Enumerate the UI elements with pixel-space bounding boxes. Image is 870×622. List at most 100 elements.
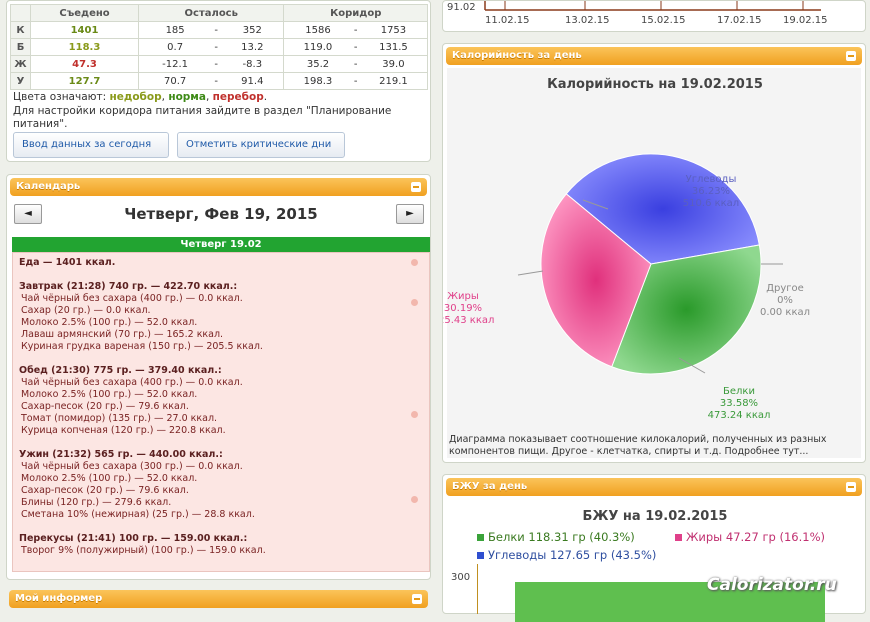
row-key: Ж — [10, 55, 31, 73]
watermark-text: Calorizator.ru — [707, 575, 837, 595]
bju-legend-text: Жиры 47.27 гр (16.1%) — [686, 530, 825, 544]
x-tick-label: 11.02.15 — [485, 15, 530, 26]
pie-label-other: 0% — [777, 295, 793, 306]
note-dot-icon[interactable] — [411, 411, 418, 418]
bju-legend-text: Углеводы 127.65 гр (43.5%) — [488, 548, 657, 562]
balance-row: У 127.7 70.7-91.4 198.3-219.1 — [10, 72, 428, 90]
meal-spacer — [19, 437, 423, 449]
row-corridor-min: 198.3 — [283, 72, 352, 90]
row-dash: - — [211, 21, 222, 39]
meal-title: Перекусы (21:41) 100 гр. — 159.00 ккал.: — [19, 533, 248, 544]
x-tick-label: 19.02.15 — [783, 15, 828, 26]
meal-item: Курица копченая (120 гр.) — 220.8 ккал. — [21, 425, 226, 436]
row-dash: - — [211, 72, 222, 90]
row-corridor-min: 1586 — [283, 21, 352, 39]
pie-slice-proteins[interactable] — [611, 244, 762, 375]
balance-panel: Съедено Осталось Коридор К 1401 185-352 158… — [6, 0, 431, 162]
legend-square-icon — [477, 534, 484, 541]
color-legend: Цвета означают: недобор, норма, перебор. — [13, 91, 267, 103]
note-dot-icon[interactable] — [411, 299, 418, 306]
x-tick-label: 17.02.15 — [717, 15, 762, 26]
meal-item: Чай чёрный без сахара (400 гр.) — 0.0 кк… — [21, 293, 243, 304]
note-dot-icon[interactable] — [411, 496, 418, 503]
meal-title: Завтрак (21:28) 740 гр. — 422.70 ккал.: — [19, 281, 238, 292]
weight-y-tick: 91.02 — [447, 2, 476, 13]
row-corridor-min: 35.2 — [283, 55, 352, 73]
bju-header[interactable]: БЖУ за день — [446, 478, 862, 496]
row-left-min: 70.7 — [138, 72, 212, 90]
row-key: Б — [10, 38, 31, 56]
x-tick-label: 13.02.15 — [565, 15, 610, 26]
meal-item: Сахар-песок (20 гр.) — 79.6 ккал. — [21, 485, 189, 496]
informer-header[interactable]: Мой информер — [9, 590, 428, 608]
pie-label-other: 0.00 ккал — [760, 307, 810, 318]
legend-prefix: Цвета означают: — [13, 91, 107, 103]
weight-x-ticks: 11.02.15 13.02.15 15.02.15 17.02.15 19.02.15 — [485, 1, 828, 26]
bju-axis — [477, 564, 478, 614]
bju-legend-carbs: Углеводы 127.65 гр (43.5%) — [477, 548, 656, 562]
calendar-date-title: Четверг, Фев 19, 2015 — [124, 205, 318, 223]
day-bar: Четверг 19.02 — [12, 237, 430, 252]
prev-day-button[interactable]: ◄ — [14, 204, 42, 224]
meal-item: Сахар (20 гр.) — 0.0 ккал. — [21, 305, 151, 316]
meal-item: Чай чёрный без сахара (300 гр.) — 0.0 кк… — [21, 461, 243, 472]
bju-header-title: БЖУ за день — [452, 481, 528, 492]
critical-days-button[interactable]: Отметить критические дни — [177, 132, 345, 158]
row-corridor-max: 1753 — [359, 21, 428, 39]
row-left-max: -8.3 — [221, 55, 285, 73]
minimize-icon[interactable] — [412, 594, 422, 604]
calendar-header-title: Календарь — [16, 181, 81, 192]
pie-label-other: Другое — [766, 283, 804, 294]
meal-item: Куриная грудка вареная (150 гр.) — 205.5… — [21, 341, 263, 352]
pie-label-fats: 425.43 ккал — [443, 315, 494, 326]
calendar-header[interactable]: Календарь — [10, 178, 427, 196]
row-left-min: 185 — [138, 21, 212, 39]
legend-sep-2: , — [205, 91, 210, 103]
meal-item: Сметана 10% (нежирная) (25 гр.) — 28.8 к… — [21, 509, 255, 520]
calories-header[interactable]: Калорийность за день — [446, 47, 862, 65]
balance-row: Ж 47.3 -12.1- -8.3 35.2-39.0 — [10, 55, 428, 73]
bju-title: БЖУ на 19.02.2015 — [582, 509, 728, 524]
legend-norm: норма — [168, 91, 206, 103]
meal-spacer — [19, 269, 423, 281]
balance-row: Б 118.3 0.7-13.2 119.0-131.5 — [10, 38, 428, 56]
row-dash: - — [351, 55, 360, 73]
minimize-icon[interactable] — [846, 51, 856, 61]
row-dash: - — [351, 38, 360, 56]
row-key: У — [10, 72, 31, 90]
row-corridor-max: 131.5 — [359, 38, 428, 56]
meal-item: Чай чёрный без сахара (400 гр.) — 0.0 кк… — [21, 377, 243, 388]
pie-label-carbs: 36.23% — [692, 186, 730, 197]
calories-panel: Калорийность за день Калорийность на 19.… — [442, 43, 866, 463]
balance-row: К 1401 185-352 1586-1753 — [10, 21, 428, 39]
balance-table-body: К 1401 185-352 1586-1753 Б 118.3 0.7-13.2 119.0… — [10, 21, 428, 90]
meal-item: Лаваш армянский (70 гр.) — 165.2 ккал. — [21, 329, 224, 340]
col-header-left: Осталось — [137, 4, 285, 22]
pie-label-fats: Жиры — [447, 291, 479, 302]
day-food-list: Еда — 1401 ккал. Завтрак (21:28) 740 гр.… — [12, 252, 430, 572]
calories-header-title: Калорийность за день — [452, 50, 582, 61]
corridor-note: Для настройки коридора питания зайдите в… — [13, 105, 392, 130]
pie-slice-carbs[interactable] — [565, 153, 760, 265]
meal-item: Молоко 2.5% (100 гр.) — 52.0 ккал. — [21, 389, 198, 400]
row-corridor-max: 219.1 — [359, 72, 428, 90]
note-dot-icon[interactable] — [411, 259, 418, 266]
meal-item: Молоко 2.5% (100 гр.) — 52.0 ккал. — [21, 317, 198, 328]
col-header-corridor: Коридор — [283, 4, 428, 22]
row-dash: - — [351, 21, 360, 39]
meal-spacer — [19, 521, 423, 533]
next-day-button[interactable]: ► — [396, 204, 424, 224]
minimize-icon[interactable] — [846, 482, 856, 492]
row-eaten: 1401 — [30, 21, 139, 39]
leader-line — [582, 199, 609, 210]
leader-line — [678, 357, 706, 374]
weight-chart-axis: 91.02 11.02.15 13.02.15 15.02.15 17.02.15 19… — [447, 1, 828, 26]
calories-title: Калорийность на 19.02.2015 — [547, 77, 763, 92]
meal-item: Творог 9% (полужирный) (100 гр.) — 159.0… — [21, 545, 266, 556]
legend-under: недобор — [109, 91, 162, 103]
row-left-min: -12.1 — [138, 55, 212, 73]
minimize-icon[interactable] — [411, 182, 421, 192]
pie-slice-fats[interactable] — [540, 193, 652, 368]
enter-today-button[interactable]: Ввод данных за сегодня — [13, 132, 169, 158]
